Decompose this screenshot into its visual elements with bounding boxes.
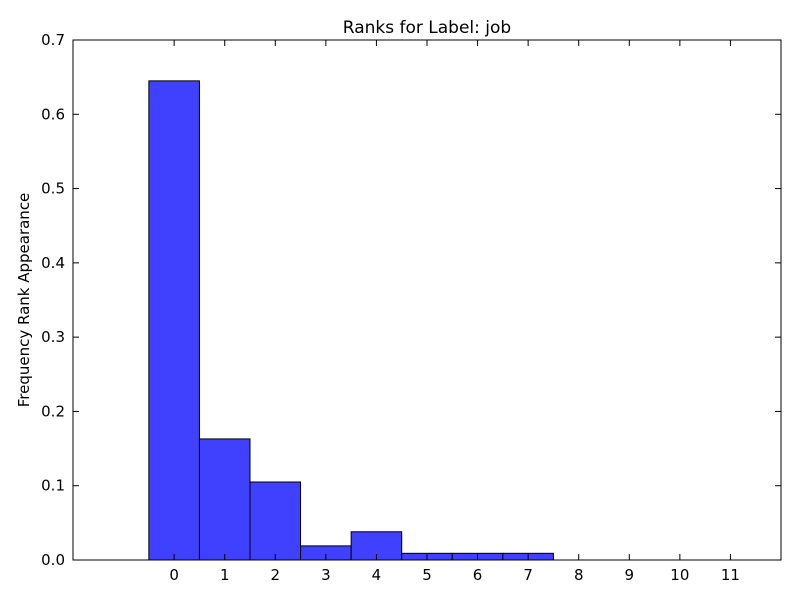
y-tick-label: 0.6: [41, 105, 65, 123]
chart-title: Ranks for Label: job: [343, 18, 511, 38]
x-tick-label: 2: [271, 566, 281, 584]
y-tick-label: 0.2: [41, 402, 65, 420]
x-tick-label: 7: [523, 566, 533, 584]
x-tick-label: 0: [169, 566, 179, 584]
y-tick-label: 0.4: [41, 254, 65, 272]
y-axis-label: Frequency Rank Appearance: [15, 193, 33, 408]
x-tick-label: 6: [473, 566, 483, 584]
plot-frame: [72, 39, 782, 561]
bar-2: [249, 481, 302, 561]
x-tick-label: 11: [721, 566, 740, 584]
x-tick-label: 1: [220, 566, 230, 584]
x-tick-label: 3: [321, 566, 331, 584]
x-tick-label: 10: [670, 566, 689, 584]
y-tick-label: 0.0: [41, 551, 65, 569]
y-tick-label: 0.5: [41, 180, 65, 198]
ticks-group: 0 1 2 3 4 5 6 7 8 9 10 11 0.0 0.1 0.2 0.3 0.4 0.5 0.6 0.7: [41, 31, 781, 584]
x-tick-label: 4: [372, 566, 382, 584]
bar-1: [198, 438, 251, 561]
bars-group: [148, 80, 554, 561]
y-tick-label: 0.3: [41, 328, 65, 346]
bar-0: [148, 80, 200, 561]
y-tick-label: 0.1: [41, 477, 65, 495]
x-tick-label: 8: [574, 566, 584, 584]
x-tick-label: 9: [625, 566, 635, 584]
x-tick-label: 5: [422, 566, 432, 584]
y-tick-label: 0.7: [41, 31, 65, 49]
